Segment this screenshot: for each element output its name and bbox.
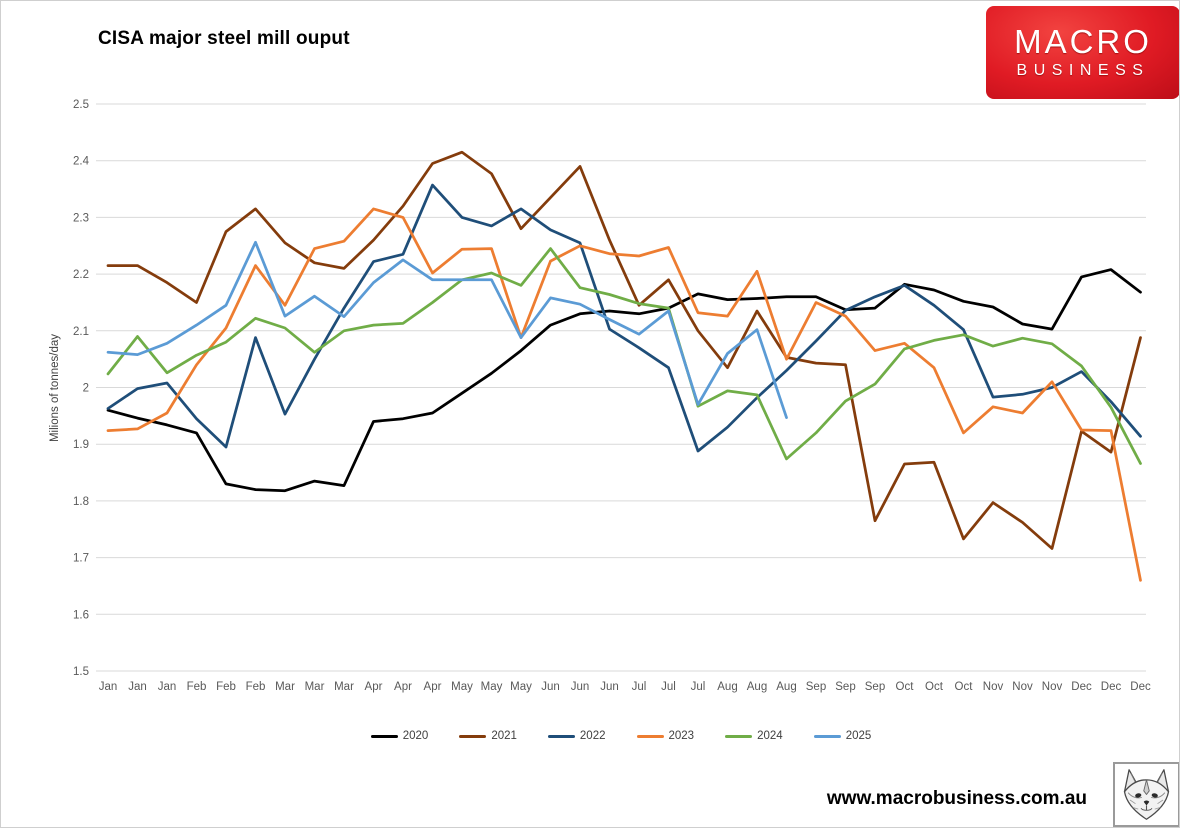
y-tick-label: 2.2 [73,269,89,281]
legend-item-2025: 2025 [813,730,872,742]
legend-label-2021: 2021 [491,730,517,742]
legend-swatch-2025 [813,734,841,738]
y-tick-label: 2.3 [73,212,89,224]
legend-swatch-2022 [547,734,575,738]
y-tick-label: 2 [83,383,89,395]
x-tick-label: Nov [983,681,1004,693]
x-tick-label: Jul [661,681,676,693]
legend-item-2021: 2021 [459,730,517,742]
x-tick-label: Mar [275,681,295,693]
legend-label-2020: 2020 [402,730,429,742]
x-tick-label: Aug [747,681,767,693]
y-tick-label: 1.7 [73,553,89,565]
legend-item-2024: 2024 [725,730,783,742]
x-tick-label: Apr [424,681,442,693]
series-line-2022 [106,183,1142,453]
y-tick-label: 2.1 [73,326,89,338]
fox-sketch-icon [1123,769,1170,820]
x-tick-label: Sep [835,681,855,693]
x-tick-label: Jul [691,681,706,693]
series-line-2020 [106,268,1142,493]
y-tick-label: 1.9 [73,439,89,451]
x-tick-label: Jul [632,681,647,693]
y-tick-label: 1.8 [73,496,89,508]
macrobusiness-logo: MACRO BUSINESS [986,6,1179,99]
x-tick-label: Nov [1042,681,1063,693]
legend-label-2022: 2022 [579,730,606,742]
x-tick-label: Sep [865,681,885,693]
series-line-2024 [106,247,1142,465]
x-tick-label: Dec [1101,681,1122,693]
x-tick-label: Dec [1071,681,1092,693]
x-tick-label: Sep [806,681,826,693]
x-tick-label: Apr [365,681,383,693]
x-tick-label: Jun [600,681,619,693]
x-tick-label: Oct [896,681,915,693]
x-tick-label: Aug [776,681,796,693]
chart-title: CISA major steel mill ouput [98,28,350,49]
legend-swatch-2020 [370,734,398,738]
logo-text-macro: MACRO [1014,23,1152,60]
x-tick-label: Jan [158,681,177,693]
legend-swatch-2021 [459,734,487,738]
y-tick-label: 1.6 [73,609,89,621]
x-tick-label: Jan [128,681,147,693]
logo-text-business: BUSINESS [1016,62,1150,79]
website-url: www.macrobusiness.com.au [826,788,1087,809]
x-tick-label: Mar [334,681,354,693]
x-tick-label: Oct [955,681,974,693]
x-tick-label: Nov [1012,681,1033,693]
x-tick-label: May [510,681,532,693]
legend-swatch-2024 [725,734,753,738]
legend-label-2024: 2024 [757,730,783,742]
x-tick-label: Apr [394,681,412,693]
chart-legend: 2020 2021 2022 2023 2024 2025 [96,727,1146,745]
legend-label-2025: 2025 [845,730,872,742]
x-tick-label: Jun [571,681,590,693]
y-axis-title: Milions of tonnes/day [49,334,61,442]
x-tick-label: Feb [246,681,266,693]
x-tick-label: Jun [541,681,560,693]
series-line-2023 [106,207,1142,582]
x-tick-label: Oct [925,681,944,693]
y-tick-label: 2.4 [73,156,90,168]
x-tick-label: Feb [187,681,207,693]
legend-item-2020: 2020 [370,730,429,742]
x-tick-label: May [451,681,473,693]
x-tick-label: Feb [216,681,236,693]
legend-item-2023: 2023 [636,730,695,742]
fox-logo-box [1113,762,1179,827]
x-tick-label: Jan [99,681,118,693]
y-tick-label: 2.5 [73,99,89,111]
series-line-2025 [106,240,788,419]
x-tick-label: Aug [717,681,737,693]
y-tick-label: 1.5 [73,666,89,678]
line-chart: 1.5 1.6 1.7 1.8 1.9 2 2.1 2.2 2.3 2.4 2.5 Milions o… [49,99,1151,693]
x-tick-label: May [481,681,503,693]
legend-swatch-2023 [636,734,664,738]
x-tick-label: Mar [305,681,325,693]
x-tick-label: Dec [1130,681,1151,693]
legend-label-2023: 2023 [668,730,695,742]
series-line-2021 [106,150,1142,550]
legend-item-2022: 2022 [547,730,606,742]
